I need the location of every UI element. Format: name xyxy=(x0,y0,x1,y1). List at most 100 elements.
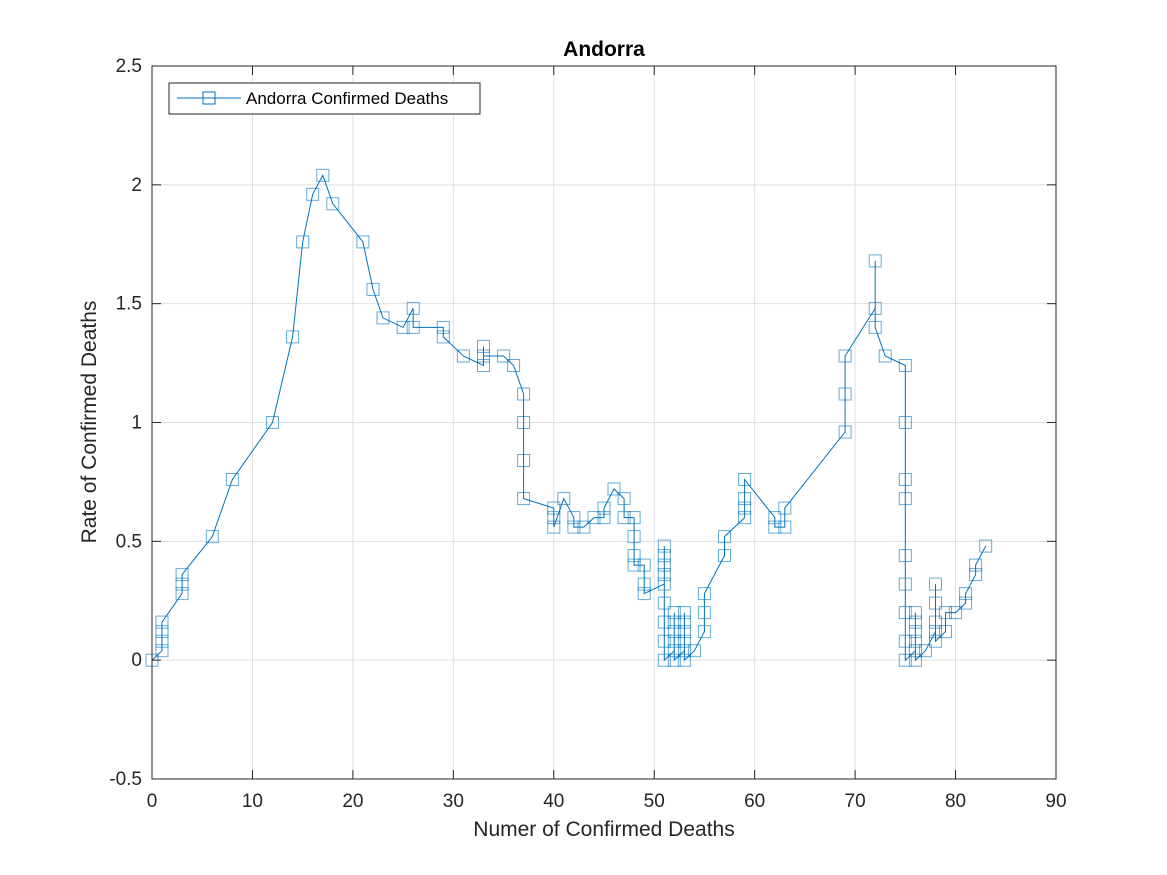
y-tick-label: 0 xyxy=(131,650,142,671)
data-point xyxy=(768,520,782,534)
data-point xyxy=(908,644,922,658)
data-point xyxy=(657,634,671,648)
data-point xyxy=(517,387,531,401)
data-point xyxy=(326,197,340,211)
data-point xyxy=(929,596,942,610)
data-point xyxy=(918,644,932,658)
data-point xyxy=(657,653,671,667)
data-point xyxy=(898,492,912,506)
data-point xyxy=(617,492,631,506)
y-tick-label: 2 xyxy=(131,175,142,196)
data-point xyxy=(366,282,380,296)
data-point xyxy=(838,387,852,401)
data-point xyxy=(547,501,561,515)
data-point xyxy=(667,634,681,648)
data-point xyxy=(637,558,651,572)
data-point xyxy=(768,511,782,525)
data-point xyxy=(868,254,882,268)
data-point xyxy=(477,359,490,372)
data-point xyxy=(677,625,691,639)
legend: Andorra Confirmed Deaths xyxy=(168,82,481,115)
data-point xyxy=(657,615,671,629)
y-tick-label: 2.5 xyxy=(116,56,142,77)
y-tick-label: 1.5 xyxy=(116,294,142,315)
data-point xyxy=(517,492,531,506)
data-point xyxy=(316,168,330,182)
data-point xyxy=(175,587,189,601)
data-point xyxy=(898,359,912,372)
x-tick-label: 50 xyxy=(644,791,665,812)
data-point xyxy=(657,549,671,563)
data-point xyxy=(929,615,942,629)
data-point xyxy=(155,615,169,629)
data-point xyxy=(868,320,882,334)
data-point xyxy=(738,492,752,506)
data-point xyxy=(959,587,973,601)
data-point xyxy=(949,606,963,620)
data-point xyxy=(627,549,641,563)
x-tick-label: 40 xyxy=(543,791,564,812)
data-point xyxy=(587,511,601,525)
data-point xyxy=(898,577,912,591)
data-point xyxy=(175,577,189,591)
data-point xyxy=(878,349,892,363)
data-point xyxy=(929,577,942,591)
data-point xyxy=(738,473,752,486)
data-point xyxy=(567,511,581,525)
data-point xyxy=(667,615,681,629)
data-point xyxy=(778,501,792,515)
data-point xyxy=(939,625,952,639)
data-point xyxy=(637,577,651,591)
data-point xyxy=(778,520,792,534)
data-point xyxy=(517,454,531,467)
data-point xyxy=(657,539,671,553)
data-point xyxy=(286,330,300,344)
data-point xyxy=(718,530,731,544)
data-point xyxy=(738,501,752,515)
data-point xyxy=(677,644,691,658)
y-axis-label: Rate of Confirmed Deaths xyxy=(78,301,101,544)
chart-title: Andorra xyxy=(563,38,645,61)
data-point xyxy=(627,530,641,544)
data-point xyxy=(577,520,591,534)
data-point xyxy=(225,473,239,486)
x-tick-label: 0 xyxy=(147,791,158,812)
data-point xyxy=(477,349,490,363)
data-point xyxy=(959,596,973,610)
x-tick-label: 10 xyxy=(242,791,263,812)
x-axis-label: Numer of Confirmed Deaths xyxy=(473,818,734,841)
data-point xyxy=(667,644,681,658)
data-point xyxy=(929,634,942,648)
data-point xyxy=(507,359,521,372)
data-point xyxy=(436,320,450,334)
data-point xyxy=(687,644,701,658)
data-point xyxy=(898,634,912,648)
data-point xyxy=(908,634,922,648)
data-point xyxy=(969,558,983,572)
data-point xyxy=(738,511,752,525)
data-point xyxy=(155,625,169,639)
x-tick-label: 80 xyxy=(945,791,966,812)
data-point xyxy=(205,530,219,544)
data-point xyxy=(497,349,511,363)
data-point xyxy=(677,615,691,629)
data-point xyxy=(406,320,420,334)
data-point xyxy=(657,577,671,591)
data-point xyxy=(175,568,189,582)
data-point xyxy=(898,606,912,620)
data-point xyxy=(657,568,671,582)
series-andorra xyxy=(145,168,993,667)
data-point xyxy=(617,511,631,525)
data-point xyxy=(456,349,470,363)
y-tick-label: 1 xyxy=(131,413,142,434)
data-point xyxy=(547,520,561,534)
data-point xyxy=(306,187,320,201)
data-point xyxy=(908,615,922,629)
data-point xyxy=(597,501,611,515)
data-point xyxy=(667,606,681,620)
data-point xyxy=(677,653,691,667)
data-point xyxy=(547,511,561,525)
data-point xyxy=(677,634,691,648)
data-point xyxy=(557,492,571,506)
